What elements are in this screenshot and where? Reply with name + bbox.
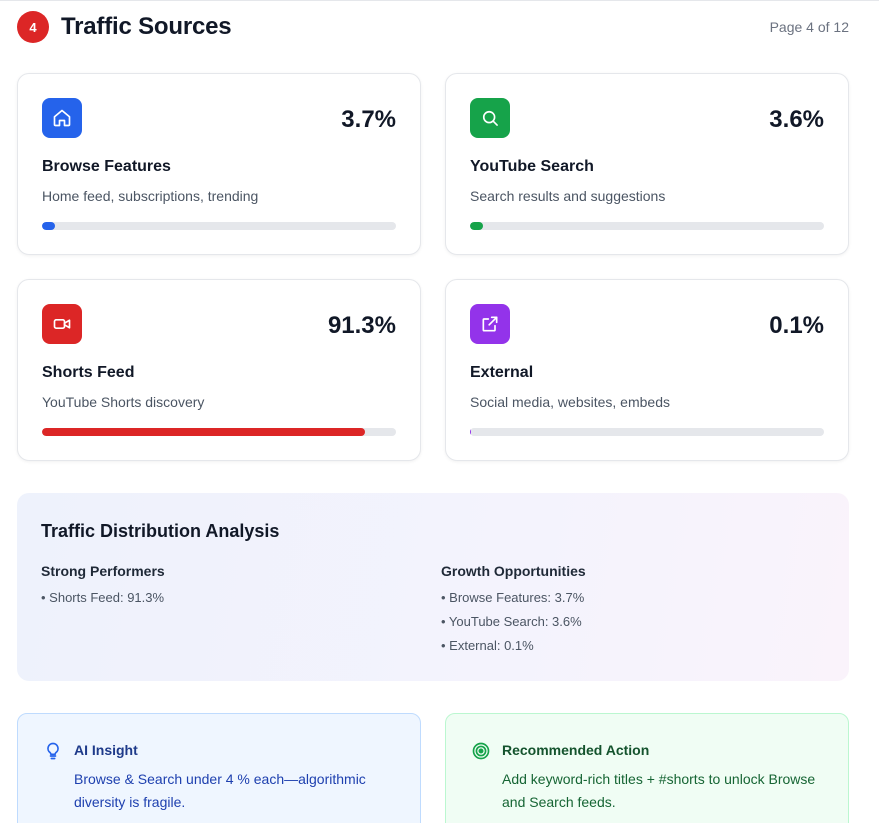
traffic-source-description: Search results and suggestions: [470, 188, 666, 204]
search-icon: [470, 98, 510, 138]
growth-opportunity-item: • YouTube Search: 3.6%: [441, 614, 582, 629]
page-indicator: Page 4 of 12: [769, 19, 849, 35]
traffic-source-description: Social media, websites, embeds: [470, 394, 670, 410]
growth-opportunity-item: • External: 0.1%: [441, 638, 534, 653]
traffic-progress-fill: [470, 428, 471, 436]
traffic-distribution-panel: Traffic Distribution Analysis Strong Per…: [17, 493, 849, 681]
strong-performers-column: Strong Performers • Shorts Feed: 91.3%: [41, 563, 165, 614]
traffic-source-name: Shorts Feed: [42, 364, 135, 381]
traffic-source-name: External: [470, 364, 534, 381]
traffic-progress-track: [42, 222, 396, 230]
external-link-icon: [470, 304, 510, 344]
traffic-card-browse-features: 3.7% Browse Features Home feed, subscrip…: [17, 73, 421, 255]
strong-performers-heading: Strong Performers: [41, 563, 165, 579]
ai-insight-title: AI Insight: [74, 742, 138, 758]
recommended-action-title: Recommended Action: [502, 742, 650, 758]
traffic-percent: 0.1%: [769, 312, 824, 339]
traffic-card-external: 0.1% External Social media, websites, em…: [445, 279, 849, 461]
traffic-source-name: YouTube Search: [470, 158, 594, 175]
top-divider: [0, 0, 879, 1]
traffic-card-youtube-search: 3.6% YouTube Search Search results and s…: [445, 73, 849, 255]
growth-opportunity-item: • Browse Features: 3.7%: [441, 590, 585, 605]
traffic-progress-track: [42, 428, 396, 436]
traffic-source-description: Home feed, subscriptions, trending: [42, 188, 259, 204]
home-icon: [42, 98, 82, 138]
traffic-source-description: YouTube Shorts discovery: [42, 394, 205, 410]
traffic-percent: 3.7%: [341, 106, 396, 133]
traffic-progress-fill: [42, 222, 56, 230]
traffic-progress-fill: [42, 428, 366, 436]
analysis-title: Traffic Distribution Analysis: [41, 521, 280, 541]
traffic-progress-track: [470, 428, 824, 436]
lightbulb-icon: [42, 740, 64, 762]
section-number-badge: 4: [17, 11, 49, 43]
traffic-percent: 3.6%: [769, 106, 824, 133]
traffic-source-name: Browse Features: [42, 158, 171, 175]
video-icon: [42, 304, 82, 344]
strong-performer-item: • Shorts Feed: 91.3%: [41, 590, 165, 605]
traffic-progress-track: [470, 222, 824, 230]
growth-opportunities-heading: Growth Opportunities: [441, 563, 586, 579]
recommended-action-box: Recommended Action Add keyword-rich titl…: [445, 713, 849, 823]
target-icon: [470, 740, 492, 762]
ai-insight-text: Browse & Search under 4 % each—algorithm…: [74, 771, 366, 810]
traffic-card-shorts-feed: 91.3% Shorts Feed YouTube Shorts discove…: [17, 279, 421, 461]
recommended-action-text: Add keyword-rich titles + #shorts to unl…: [502, 771, 816, 810]
traffic-percent: 91.3%: [327, 312, 396, 339]
growth-opportunities-column: Growth Opportunities • Browse Features: …: [441, 563, 586, 662]
ai-insight-box: AI Insight Browse & Search under 4 % eac…: [17, 713, 421, 823]
section-header: 4 Traffic Sources Page 4 of 12: [17, 10, 849, 44]
traffic-progress-fill: [470, 222, 483, 230]
page-title: Traffic Sources: [61, 13, 232, 40]
